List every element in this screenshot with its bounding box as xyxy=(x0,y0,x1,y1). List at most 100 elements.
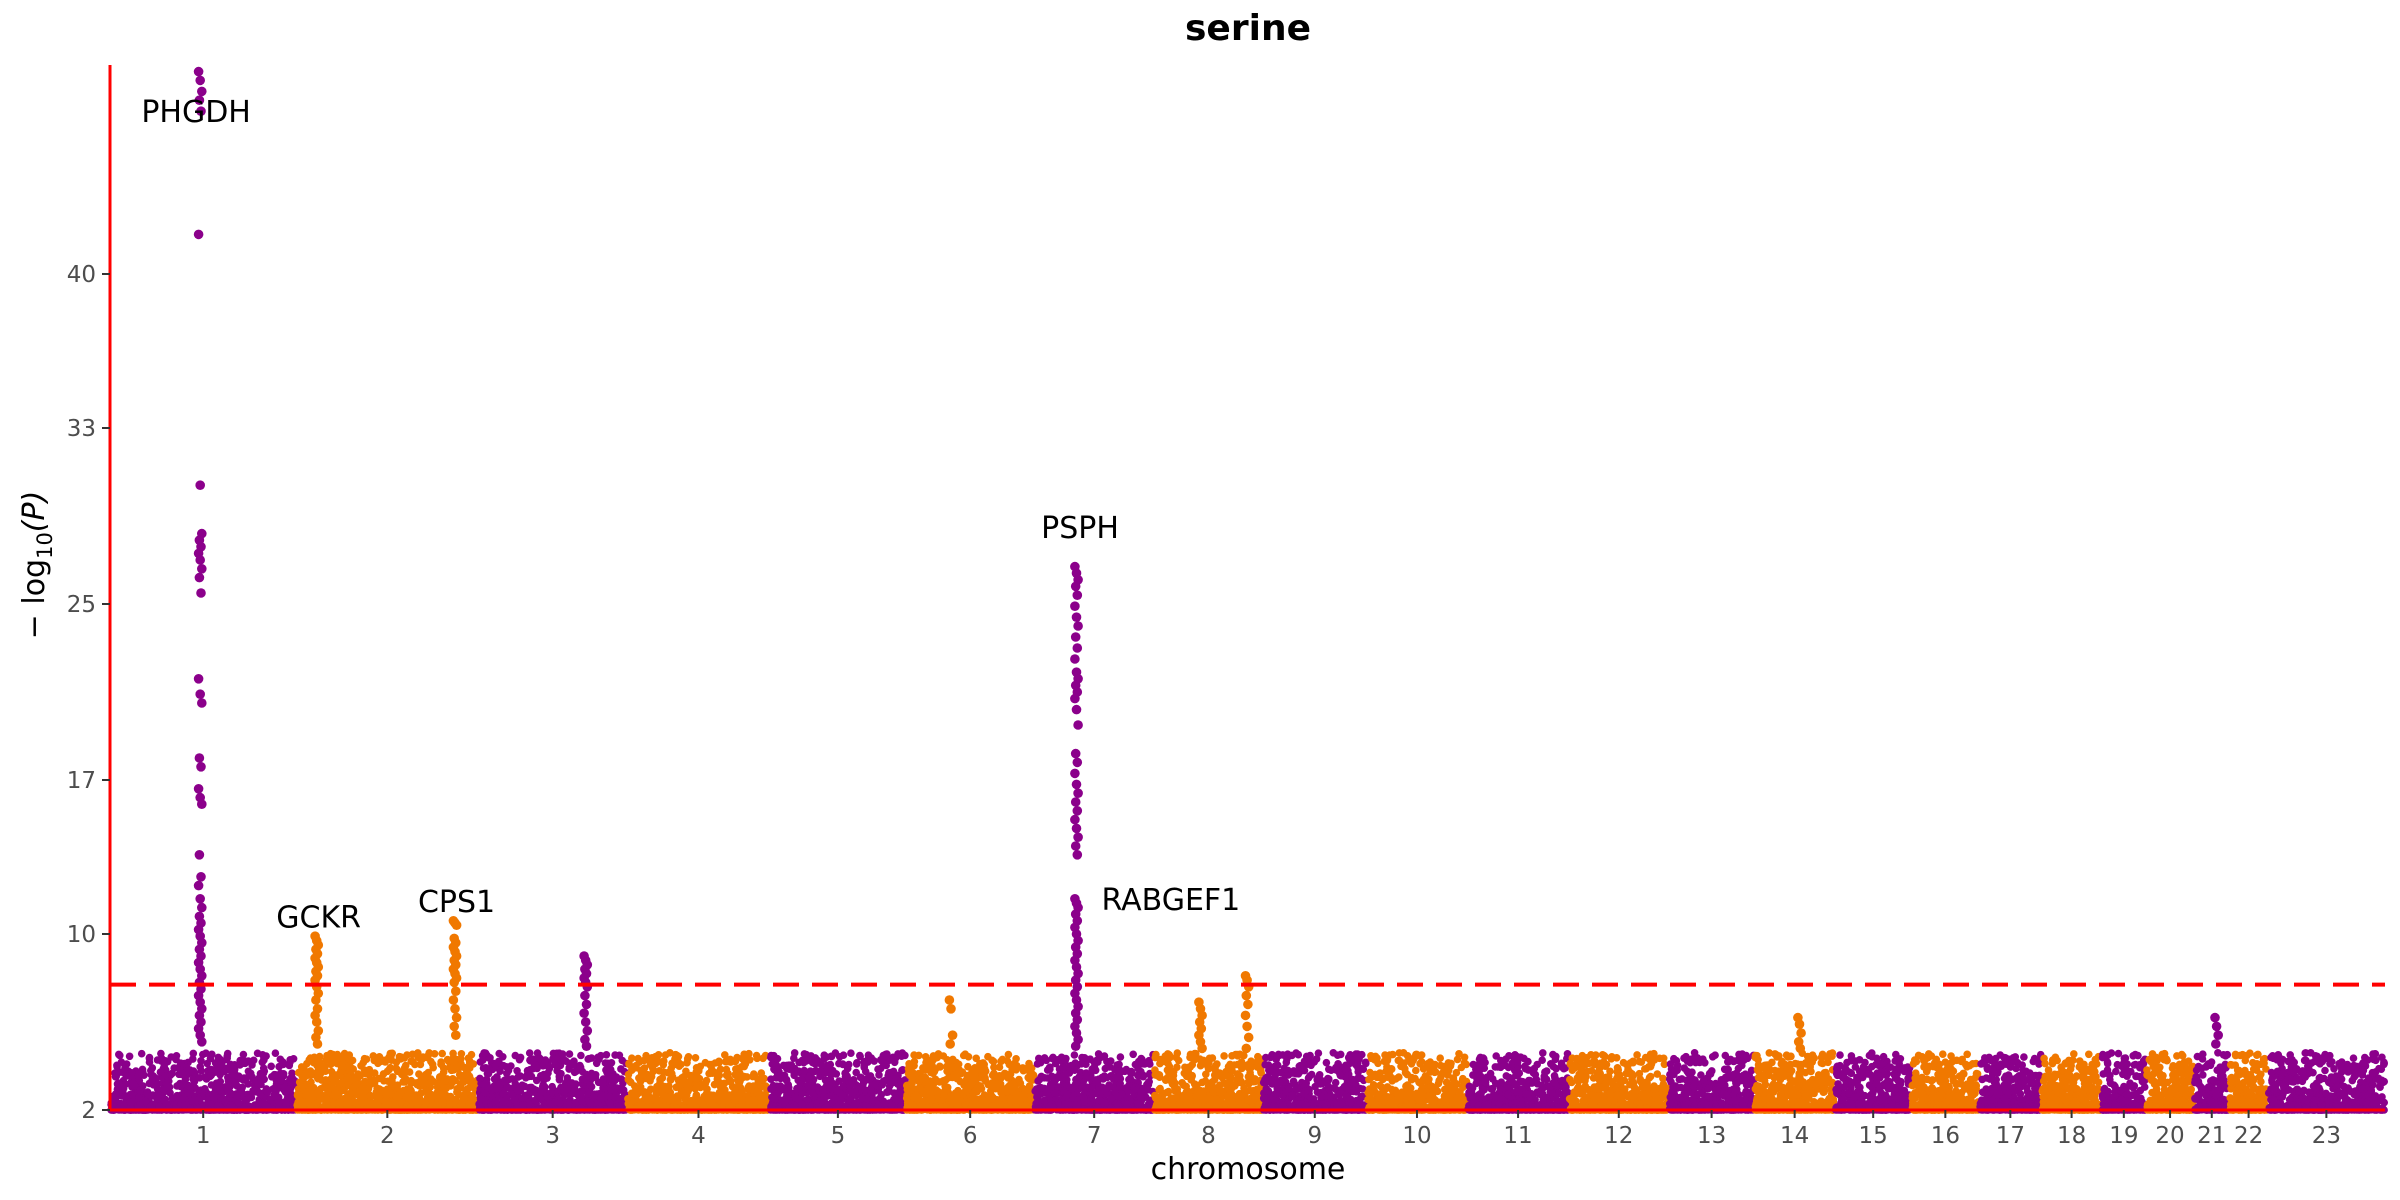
data-point xyxy=(320,1062,328,1071)
data-point xyxy=(399,1067,407,1076)
data-point xyxy=(333,1090,342,1099)
data-point xyxy=(216,1080,224,1089)
data-point xyxy=(666,1076,675,1084)
data-point xyxy=(795,1058,803,1067)
data-point xyxy=(822,1053,831,1061)
data-point xyxy=(479,1056,487,1064)
data-point xyxy=(513,1086,522,1095)
data-point xyxy=(234,1098,243,1107)
data-point xyxy=(754,1075,763,1084)
data-point xyxy=(705,1091,713,1100)
data-point xyxy=(695,1067,703,1075)
data-point xyxy=(635,1056,644,1065)
chart-title: serine xyxy=(1185,8,1311,49)
data-point xyxy=(216,1086,224,1094)
data-point xyxy=(136,1086,144,1095)
data-point xyxy=(627,1089,636,1098)
data-point xyxy=(141,1097,150,1106)
data-point xyxy=(1016,1091,1025,1100)
data-point xyxy=(438,1049,447,1058)
data-point xyxy=(642,1051,650,1060)
data-point xyxy=(823,1065,832,1074)
data-point xyxy=(469,1060,478,1068)
data-point xyxy=(197,1066,205,1075)
data-point xyxy=(156,1068,165,1076)
data-point xyxy=(279,1058,287,1066)
data-point xyxy=(144,1090,153,1099)
data-point xyxy=(612,1073,621,1081)
data-point xyxy=(388,1077,396,1085)
data-point xyxy=(717,1092,725,1100)
data-point xyxy=(839,1060,847,1069)
data-point xyxy=(135,1093,143,1102)
data-point xyxy=(835,1077,843,1085)
data-point xyxy=(905,1060,913,1068)
data-point xyxy=(236,1087,245,1095)
data-point xyxy=(503,1083,512,1091)
data-point xyxy=(624,1100,633,1108)
data-point xyxy=(586,1081,594,1089)
data-point xyxy=(117,1058,126,1066)
data-point xyxy=(493,1082,502,1090)
data-point xyxy=(352,1088,360,1097)
data-point xyxy=(731,1088,740,1096)
data-point xyxy=(759,1091,767,1099)
data-point xyxy=(577,1051,585,1060)
data-point xyxy=(224,1077,233,1085)
data-point xyxy=(678,1088,686,1096)
data-point xyxy=(212,1058,221,1067)
data-point xyxy=(380,1077,388,1085)
data-point xyxy=(669,1096,677,1104)
data-point xyxy=(516,1054,524,1063)
data-point xyxy=(127,1090,136,1099)
data-point xyxy=(298,1101,306,1109)
data-point xyxy=(401,1075,409,1084)
data-point xyxy=(790,1049,799,1057)
data-point xyxy=(725,1101,733,1110)
data-point xyxy=(990,1063,998,1072)
data-point xyxy=(206,1071,215,1080)
data-point xyxy=(220,1067,229,1076)
data-point xyxy=(578,1097,586,1105)
data-point xyxy=(123,1072,132,1080)
data-point xyxy=(679,1078,688,1086)
data-point xyxy=(798,1090,806,1098)
data-point xyxy=(176,1082,185,1091)
data-point xyxy=(459,1091,468,1100)
data-point xyxy=(644,1075,653,1083)
data-point xyxy=(153,1094,162,1103)
data-point xyxy=(329,1055,338,1063)
data-point xyxy=(808,1089,816,1097)
data-point xyxy=(800,1066,808,1075)
data-point xyxy=(267,1062,276,1071)
data-point xyxy=(915,1051,923,1060)
data-point xyxy=(772,1061,781,1069)
data-point xyxy=(656,1075,664,1084)
data-point xyxy=(630,1082,639,1090)
data-point xyxy=(207,1065,215,1074)
data-point xyxy=(731,1070,739,1079)
data-point xyxy=(345,1098,353,1106)
data-point xyxy=(921,1053,930,1061)
data-point xyxy=(395,1052,404,1061)
data-point xyxy=(602,1059,611,1068)
data-point xyxy=(336,1072,344,1080)
data-point xyxy=(384,1100,393,1108)
data-point xyxy=(491,1097,500,1105)
data-point xyxy=(116,1051,124,1060)
data-point xyxy=(187,1097,196,1105)
data-point xyxy=(476,1074,484,1083)
data-point xyxy=(731,1057,740,1066)
data-point xyxy=(437,1058,445,1066)
data-point xyxy=(493,1073,501,1081)
data-point xyxy=(148,1076,156,1084)
data-point xyxy=(874,1065,882,1073)
data-point xyxy=(863,1095,871,1103)
data-point xyxy=(361,1086,370,1094)
data-point xyxy=(125,1052,134,1061)
data-point xyxy=(380,1056,388,1065)
data-point xyxy=(525,1067,533,1076)
data-point xyxy=(847,1049,855,1057)
data-point xyxy=(340,1049,349,1058)
